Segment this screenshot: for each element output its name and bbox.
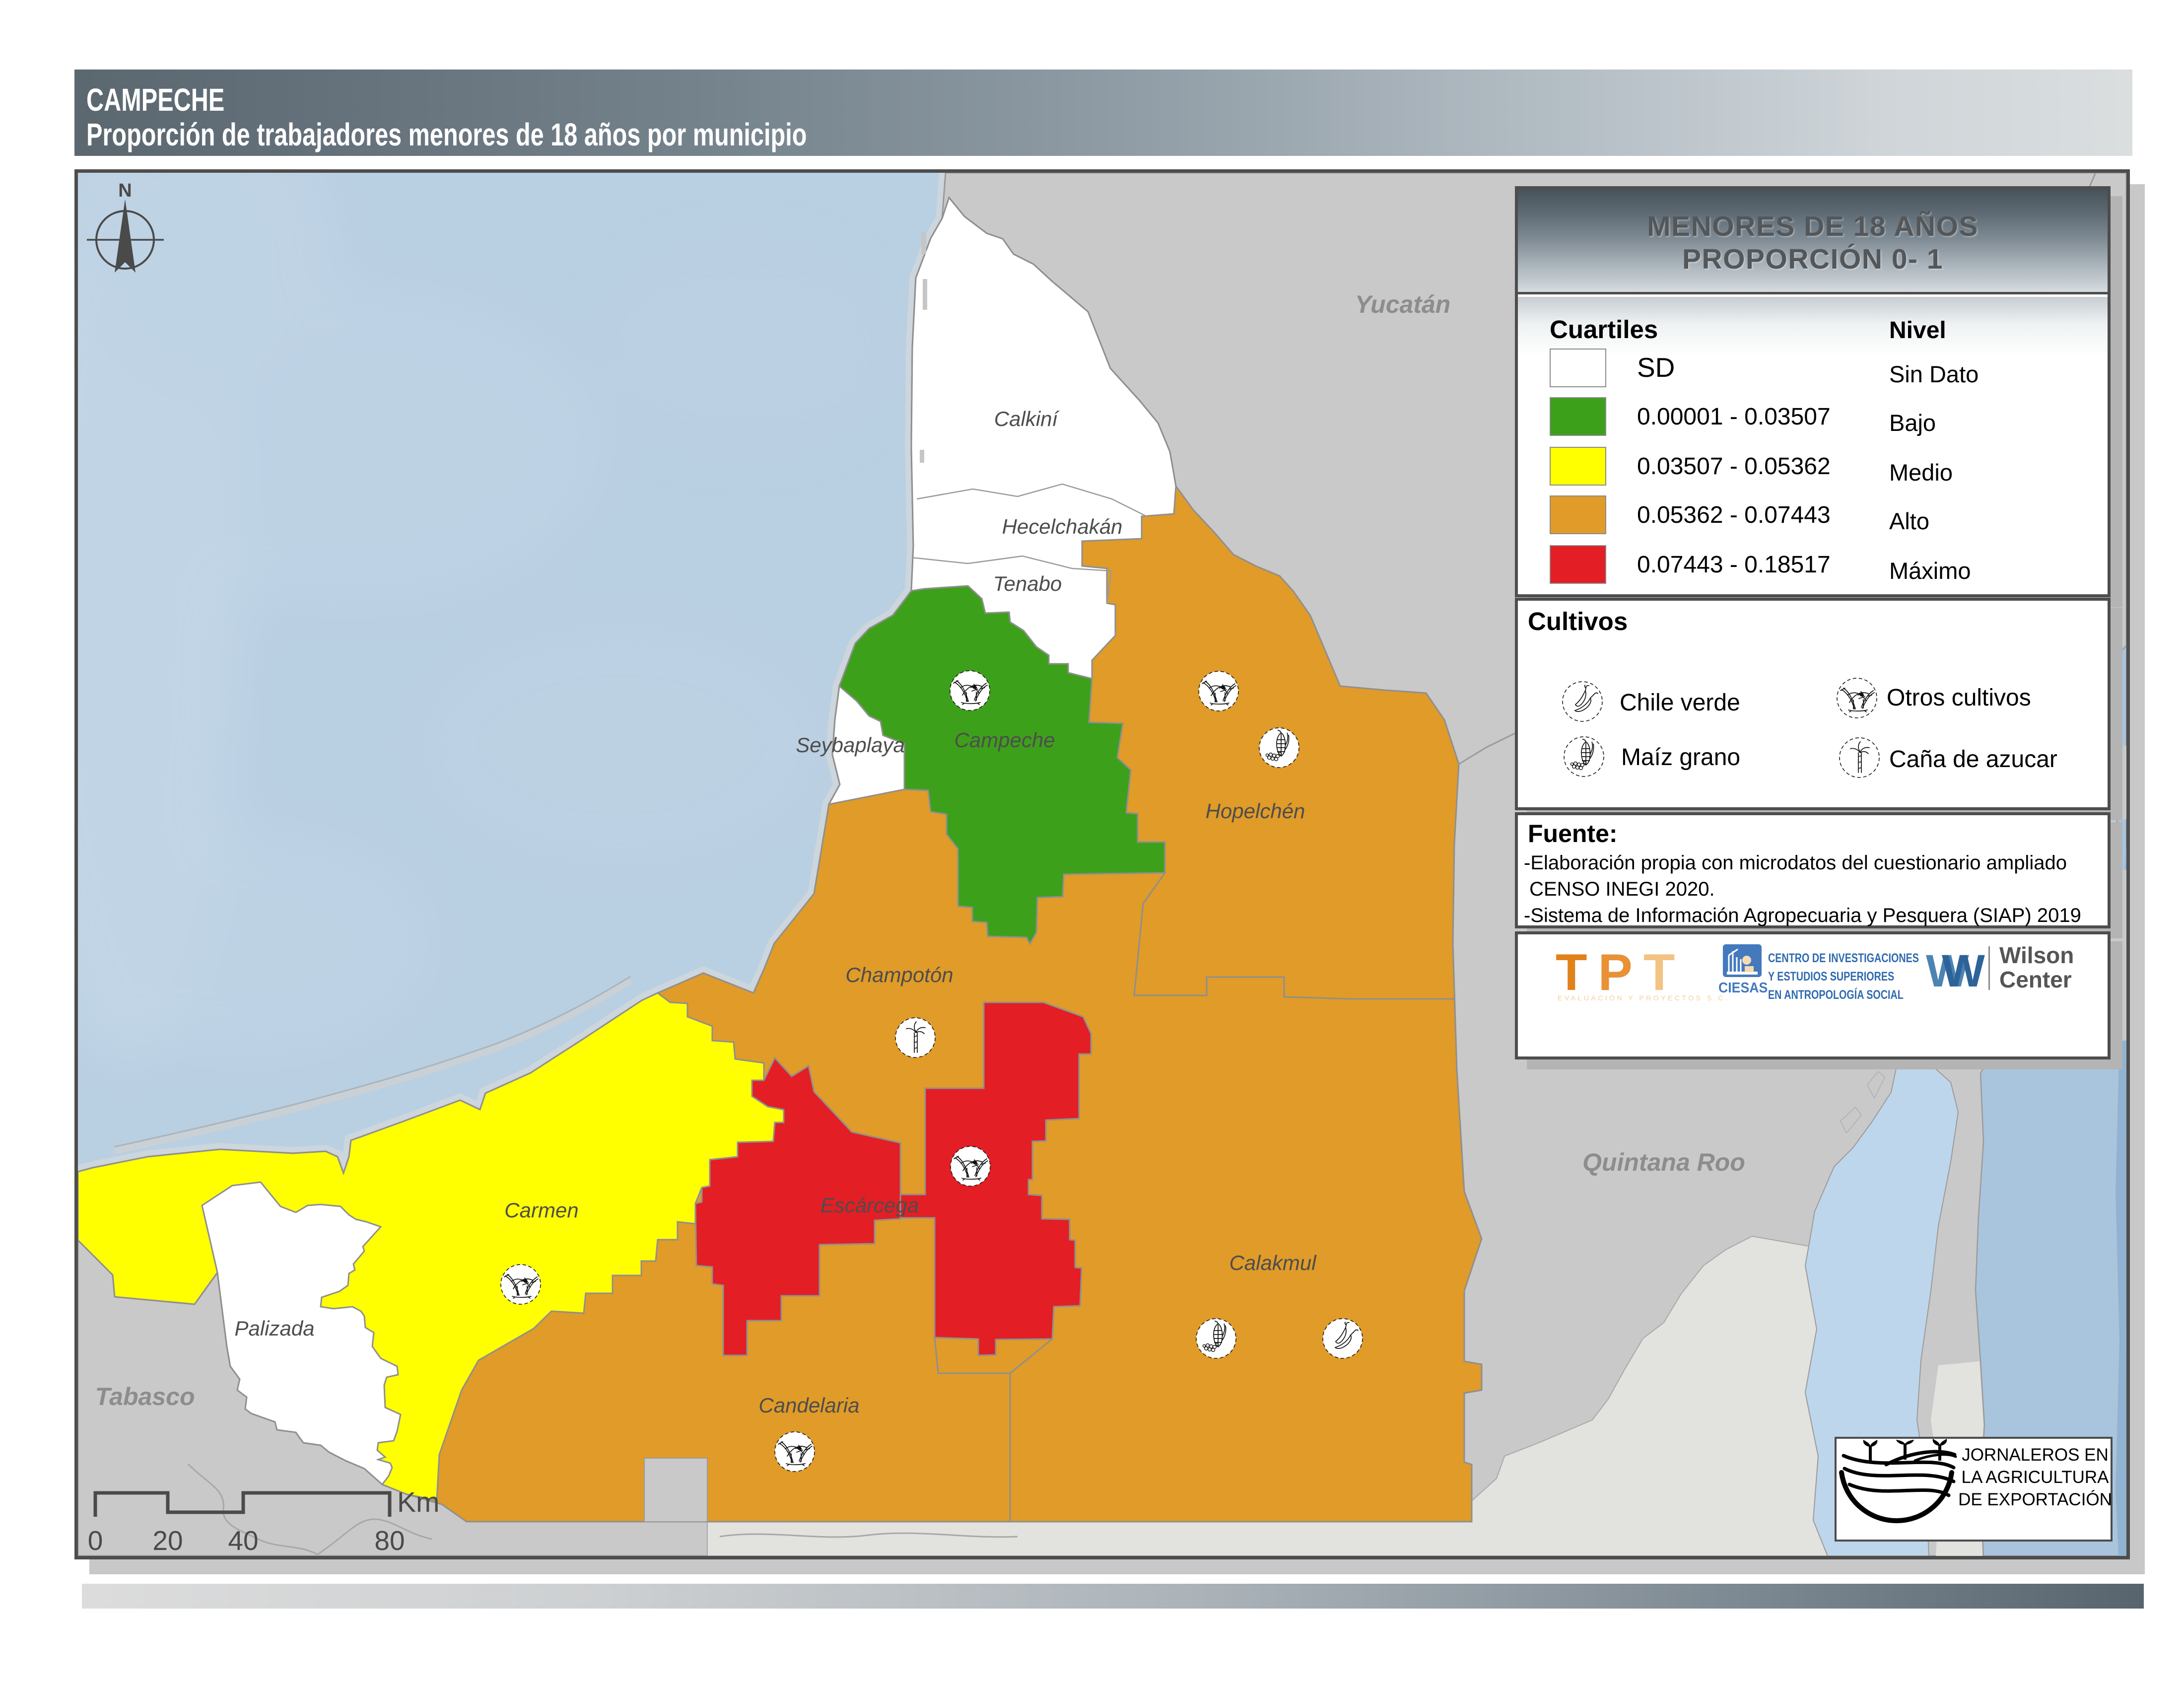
svg-text:Hecelchakán: Hecelchakán [1002, 515, 1123, 538]
svg-text:Palizada: Palizada [234, 1317, 314, 1340]
svg-text:N: N [118, 180, 132, 201]
svg-text:Hopelchén: Hopelchén [1206, 799, 1305, 823]
svg-text:Champotón: Champotón [845, 963, 953, 986]
svg-text:Quintana Roo: Quintana Roo [1582, 1148, 1745, 1176]
svg-text:Calakmul: Calakmul [1229, 1251, 1317, 1274]
svg-text:20: 20 [152, 1525, 183, 1556]
svg-text:Km: Km [397, 1486, 440, 1518]
svg-text:Seybaplaya: Seybaplaya [796, 733, 905, 757]
svg-text:80: 80 [374, 1525, 405, 1556]
svg-text:Calkiní: Calkiní [994, 407, 1060, 430]
svg-text:DE EXPORTACIÓN: DE EXPORTACIÓN [1958, 1490, 2111, 1509]
svg-text:LA AGRICULTURA: LA AGRICULTURA [1962, 1468, 2110, 1487]
svg-text:Escárcega: Escárcega [820, 1194, 919, 1217]
svg-text:Candelaria: Candelaria [758, 1394, 859, 1417]
svg-text:Carmen: Carmen [504, 1198, 578, 1222]
svg-text:JORNALEROS EN: JORNALEROS EN [1962, 1445, 2109, 1465]
svg-text:Yucatán: Yucatán [1355, 290, 1451, 318]
svg-text:Tabasco: Tabasco [95, 1383, 195, 1410]
svg-text:40: 40 [228, 1525, 258, 1556]
svg-text:Tenabo: Tenabo [993, 572, 1062, 595]
svg-text:0: 0 [88, 1525, 103, 1556]
svg-text:Campeche: Campeche [954, 728, 1055, 752]
